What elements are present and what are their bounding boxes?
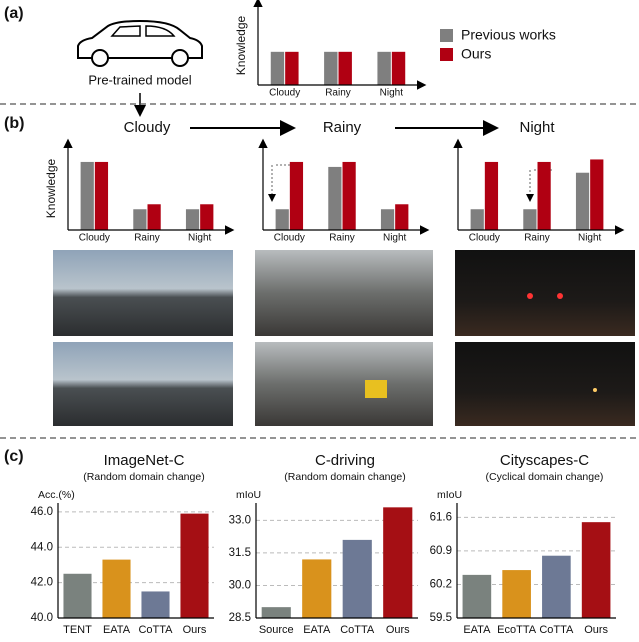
bar [343, 162, 356, 230]
x-tick-label: EcoTTA [497, 624, 537, 636]
legend-label: Ours [461, 46, 491, 62]
bar [328, 167, 341, 230]
x-tick-label: CoTTA [340, 624, 375, 636]
y-tick-label: 40.0 [31, 612, 53, 624]
x-tick-label: CoTTA [138, 624, 173, 636]
bar [262, 607, 291, 618]
bar [63, 574, 91, 618]
chart-title: ImageNet-C [104, 452, 185, 469]
x-tick-label: CoTTA [539, 624, 574, 636]
bar [133, 209, 146, 230]
y-axis-label: mIoU [236, 489, 261, 501]
bar [180, 514, 208, 618]
chart-subtitle: (Random domain change) [284, 471, 405, 483]
bar [95, 162, 108, 230]
bar [383, 507, 412, 618]
y-tick-label: 33.0 [229, 514, 251, 526]
y-axis-label: Acc.(%) [38, 489, 75, 501]
x-tick-label: Cloudy [269, 88, 300, 99]
bar [102, 560, 130, 618]
bar [271, 52, 284, 85]
y-tick-label: 60.9 [430, 545, 452, 557]
legend-swatch [440, 48, 453, 61]
y-tick-label: 46.0 [31, 506, 53, 518]
bar [485, 162, 498, 230]
chart-title: Cloudy [124, 119, 171, 136]
x-tick-label: Ours [386, 624, 410, 636]
bar [582, 522, 611, 618]
bar [590, 159, 603, 230]
bar [148, 204, 161, 230]
y-tick-label: 44.0 [31, 541, 53, 553]
y-tick-label: 61.6 [430, 511, 452, 523]
y-tick-label: 31.5 [229, 547, 251, 559]
x-tick-label: EATA [103, 624, 131, 636]
bar [285, 52, 298, 85]
y-tick-label: 59.5 [430, 612, 452, 624]
x-tick-label: EATA [463, 624, 491, 636]
figure: (a) (b) (c) Pre-trained model Knowledge C… [0, 0, 639, 637]
x-tick-label: Rainy [329, 233, 355, 244]
bar [302, 559, 331, 618]
chart-title: Cityscapes-C [500, 452, 589, 469]
y-tick-label: 30.0 [229, 579, 251, 591]
x-tick-label: Rainy [325, 88, 351, 99]
y-tick-label: 60.2 [430, 578, 452, 590]
x-tick-label: Night [188, 233, 212, 244]
bar [576, 173, 589, 230]
panel-label: (c) [4, 448, 24, 465]
bar [381, 209, 394, 230]
bar [523, 209, 536, 230]
x-tick-label: TENT [63, 624, 92, 636]
chart-title: C-driving [315, 452, 375, 469]
x-tick-label: Source [259, 624, 294, 636]
x-tick-label: Rainy [134, 233, 160, 244]
model-label: Pre-trained model [88, 72, 191, 87]
bar [186, 209, 199, 230]
bar [290, 162, 303, 230]
bar [343, 540, 372, 618]
bar [276, 209, 289, 230]
photos [53, 250, 635, 426]
bar [502, 570, 531, 618]
bar [395, 204, 408, 230]
x-tick-label: Night [578, 233, 602, 244]
x-tick-label: EATA [303, 624, 331, 636]
x-tick-label: Night [383, 233, 407, 244]
bar [141, 591, 169, 618]
bar [377, 52, 390, 85]
y-axis-label: Knowledge [44, 158, 58, 218]
bar [324, 52, 337, 85]
bar [542, 556, 571, 618]
y-axis-label: mIoU [437, 489, 462, 501]
x-tick-label: Night [380, 88, 404, 99]
y-axis-label: Knowledge [234, 15, 248, 75]
bar [471, 209, 484, 230]
panel-label: (b) [4, 115, 24, 132]
x-tick-label: Cloudy [274, 233, 305, 244]
x-tick-label: Cloudy [469, 233, 500, 244]
y-tick-label: 28.5 [229, 612, 251, 624]
legend-swatch [440, 29, 453, 42]
x-tick-label: Ours [183, 624, 207, 636]
bar [463, 575, 492, 618]
bar [392, 52, 405, 85]
y-tick-label: 42.0 [31, 577, 53, 589]
x-tick-label: Ours [584, 624, 608, 636]
chart-subtitle: (Random domain change) [83, 471, 204, 483]
bar [200, 204, 213, 230]
x-tick-label: Rainy [524, 233, 550, 244]
car-icon [78, 21, 202, 66]
bar [339, 52, 352, 85]
panel-label: (a) [4, 5, 24, 22]
bar [538, 162, 551, 230]
chart-title: Night [519, 119, 555, 136]
bar [81, 162, 94, 230]
chart-title: Rainy [323, 119, 362, 136]
x-tick-label: Cloudy [79, 233, 110, 244]
legend-label: Previous works [461, 27, 556, 43]
chart-subtitle: (Cyclical domain change) [486, 471, 604, 483]
